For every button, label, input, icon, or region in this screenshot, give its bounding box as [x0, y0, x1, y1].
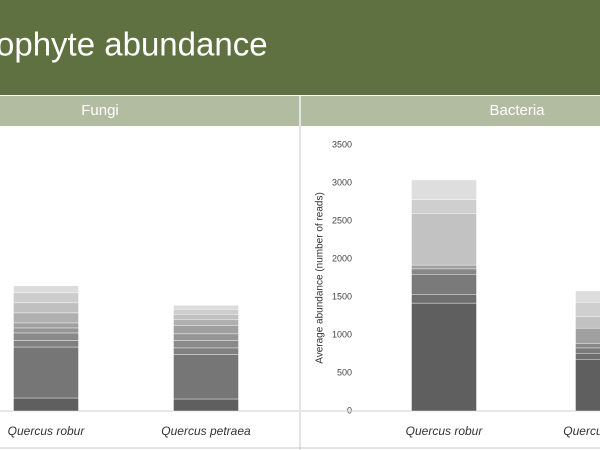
- title-band: [0, 0, 600, 95]
- bar-segment: [575, 343, 600, 349]
- bar-segment: [411, 213, 477, 266]
- bar-segment: [173, 305, 239, 310]
- bar-segment: [13, 346, 79, 399]
- bar-segment: [13, 302, 79, 314]
- bar-segment: [575, 302, 600, 317]
- bar-segment: [173, 340, 239, 349]
- bar-segment: [173, 325, 239, 335]
- bar-segment: [173, 347, 239, 355]
- bar-segment: [411, 268, 477, 275]
- bar-segment: [411, 199, 477, 214]
- bar-segment: [13, 397, 79, 412]
- bar-segment: [13, 327, 79, 334]
- y-tick-label: 0: [347, 405, 352, 415]
- bar-segment: [173, 333, 239, 341]
- slide-title: ophyte abundance: [0, 26, 268, 63]
- bar-segment: [575, 347, 600, 354]
- y-tick-label: 1000: [332, 329, 352, 339]
- bar-segment: [411, 302, 477, 412]
- x-tick-label: Quercus petraea: [161, 424, 251, 438]
- panel-title: Fungi: [81, 102, 119, 119]
- y-tick-label: 1500: [332, 291, 352, 301]
- x-tick-label: Quercus petraea: [563, 424, 600, 438]
- bar-segment: [411, 264, 477, 270]
- y-tick-label: 500: [337, 367, 352, 377]
- bar-segment: [13, 285, 79, 294]
- bar-segment: [13, 332, 79, 341]
- bar-segment: [173, 314, 239, 320]
- bar-segment: [13, 322, 79, 329]
- bar-segment: [575, 327, 600, 344]
- panel-header: [301, 96, 600, 126]
- bar-segment: [173, 398, 239, 412]
- panel-title: Bacteria: [489, 102, 545, 119]
- bar-segment: [411, 179, 477, 200]
- x-tick-label: Quercus robur: [8, 424, 86, 438]
- bar-segment: [575, 316, 600, 329]
- bar-segment: [411, 294, 477, 304]
- bar-segment: [411, 274, 477, 295]
- panel-header: [0, 96, 299, 126]
- bar-segment: [173, 354, 239, 400]
- y-axis-label: Average abundance (number of reads): [315, 192, 326, 364]
- bar-segment: [13, 292, 79, 304]
- bar-segment: [173, 319, 239, 326]
- bar-segment: [575, 353, 600, 360]
- bar-segment: [575, 359, 600, 412]
- bar-segment: [13, 340, 79, 348]
- y-tick-label: 3500: [332, 139, 352, 149]
- bar-segment: [575, 290, 600, 303]
- bar-segment: [173, 309, 239, 315]
- bar-segment: [13, 312, 79, 324]
- y-tick-label: 3000: [332, 177, 352, 187]
- x-tick-label: Quercus robur: [406, 424, 484, 438]
- y-tick-label: 2000: [332, 253, 352, 263]
- y-tick-label: 2500: [332, 215, 352, 225]
